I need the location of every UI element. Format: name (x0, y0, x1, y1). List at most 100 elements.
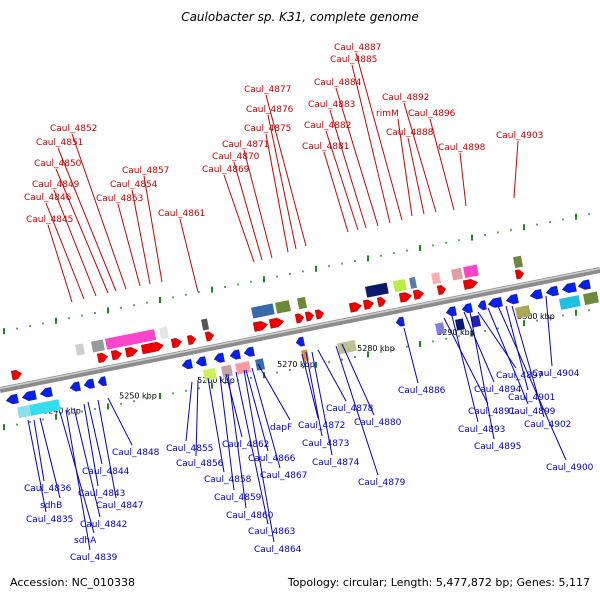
forward-gene-label: Caul_4884 (314, 78, 362, 88)
reverse-gene-label: Caul_4862 (222, 440, 269, 450)
forward-gene-arrow (314, 309, 325, 320)
reverse-gene-arrow (5, 393, 19, 405)
reverse-gene-arrow (213, 352, 225, 363)
reverse-gene-label: Caul_4835 (26, 515, 73, 525)
reverse-leader-line (487, 307, 529, 405)
reverse-gene-label: Caul_4901 (508, 393, 555, 403)
forward-gene-label: Caul_4903 (496, 131, 543, 141)
feature-box (365, 282, 389, 298)
reverse-leader-line (227, 373, 247, 509)
reverse-gene-label: Caul_4864 (254, 545, 302, 555)
feature-box (393, 278, 407, 293)
scale-tick-label: 5280 kbp (357, 344, 395, 353)
forward-leader-line (179, 218, 199, 293)
forward-leader-line (335, 87, 379, 227)
reverse-gene-label: Caul_4893 (458, 425, 505, 435)
reverse-gene-label: Caul_4847 (96, 501, 143, 511)
forward-gene-arrow (462, 279, 478, 290)
forward-leader-line (233, 161, 263, 261)
reverse-leader-line (341, 343, 375, 416)
forward-gene-label: Caul_4888 (386, 128, 434, 138)
reverse-gene-label: Caul_4856 (176, 459, 224, 469)
accession-text: Accession: NC_010338 (10, 576, 136, 589)
forward-gene-label: Caul_4871 (222, 140, 269, 150)
reverse-gene-arrow (395, 316, 405, 327)
forward-gene-arrow (412, 289, 425, 300)
forward-leader-line (325, 130, 359, 231)
forward-gene-label: Caul_4885 (330, 55, 377, 65)
feature-box (451, 267, 463, 281)
reverse-gene-label: Caul_4873 (302, 439, 349, 449)
reverse-gene-label: Caul_4836 (24, 484, 72, 494)
feature-box (409, 276, 418, 289)
reverse-leader-line (311, 351, 333, 456)
reverse-leader-line (545, 295, 553, 367)
forward-gene-label: Caul_4883 (308, 100, 355, 110)
reverse-leader-line (87, 401, 103, 465)
forward-gene-label: Caul_4882 (304, 121, 351, 131)
reverse-gene-label: Caul_4904 (532, 369, 580, 379)
reverse-gene-arrow (181, 359, 193, 370)
reverse-leader-line (107, 397, 133, 446)
scale-tick-label: 5260 kbp (197, 376, 235, 385)
reverse-leader-line (219, 375, 235, 491)
forward-gene-arrow (170, 338, 183, 349)
reverse-leader-line (477, 311, 517, 369)
reverse-leader-line (207, 377, 225, 473)
scale-tick-label: 5250 kbp (119, 391, 157, 400)
feature-box (583, 291, 599, 306)
feature-box (297, 296, 308, 310)
forward-gene-label: Caul_4887 (334, 43, 381, 53)
reverse-leader-line (257, 363, 291, 421)
forward-leader-line (407, 137, 425, 215)
reverse-gene-arrow (97, 376, 107, 387)
reverse-leader-line (335, 345, 379, 476)
forward-gene-arrow (124, 347, 139, 358)
reverse-leader-line (33, 419, 45, 482)
forward-gene-label: rimM (376, 109, 399, 119)
forward-leader-line (403, 102, 437, 213)
reverse-leader-line (403, 327, 419, 384)
feature-box (255, 358, 266, 371)
forward-leader-line (57, 147, 117, 292)
reverse-gene-label: Caul_4891 (468, 407, 515, 417)
reverse-gene-label: sdhA (74, 536, 97, 546)
reverse-leader-line (497, 305, 567, 461)
scale-tick-label: 5270 kbp (277, 360, 315, 369)
feature-box (337, 339, 357, 355)
reverse-gene-arrow (477, 300, 487, 311)
reverse-leader-line (511, 305, 545, 418)
feature-box (159, 326, 170, 339)
reverse-gene-label: Caul_4899 (508, 407, 556, 417)
reverse-gene-label: Caul_4844 (82, 467, 130, 477)
forward-leader-line (53, 189, 97, 297)
forward-leader-line (47, 224, 73, 303)
reverse-leader-line (243, 369, 275, 543)
reverse-leader-line (185, 381, 193, 442)
forward-gene-arrow (304, 311, 315, 322)
reverse-gene-label: Caul_4860 (226, 511, 274, 521)
reverse-gene-label: Caul_4848 (112, 448, 160, 458)
forward-gene-arrow (110, 350, 123, 361)
forward-gene-arrow (204, 331, 215, 342)
feature-box (29, 399, 61, 416)
feature-box (275, 300, 291, 314)
forward-leader-line (243, 149, 273, 259)
reverse-gene-label: Caul_4879 (358, 478, 406, 488)
reverse-gene-label: Caul_4894 (474, 385, 522, 395)
reverse-gene-arrow (295, 336, 305, 347)
reverse-leader-line (469, 311, 495, 440)
reverse-gene-arrow (445, 306, 457, 317)
forward-leader-line (459, 152, 467, 207)
forward-gene-label: Caul_4896 (408, 109, 456, 119)
scale-tick-label: 5240 kbp (43, 407, 81, 416)
forward-gene-label: Caul_4846 (24, 193, 72, 203)
forward-gene-label: Caul_4861 (158, 209, 205, 219)
reverse-gene-label: Caul_4895 (474, 442, 521, 452)
forward-gene-arrow (294, 313, 305, 324)
forward-leader-line (355, 52, 403, 221)
reverse-gene-arrow (461, 303, 473, 314)
reverse-gene-label: Caul_4858 (204, 475, 252, 485)
forward-gene-label: Caul_4870 (212, 152, 260, 162)
forward-leader-line (397, 118, 413, 217)
